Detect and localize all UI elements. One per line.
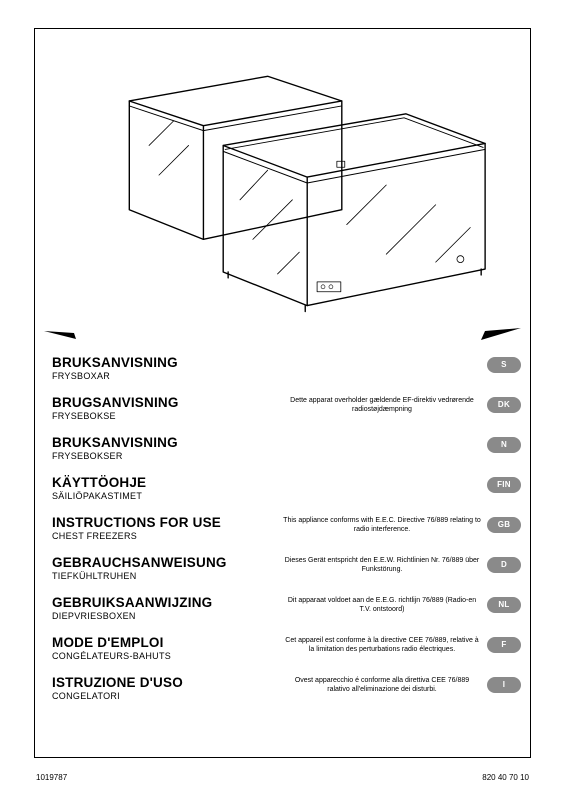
lang-note: Dette apparat overholder gældende EF-dir… [277, 395, 487, 415]
lang-badge: S [487, 357, 521, 373]
lang-row: KÄYTTÖOHJE SÄILIÖPAKASTIMET FIN [52, 475, 521, 501]
lang-title: INSTRUCTIONS FOR USE [52, 515, 277, 530]
lang-row: BRUGSANVISNING FRYSEBOKSE Dette apparat … [52, 395, 521, 421]
lang-subtitle: TIEFKÜHLTRUHEN [52, 571, 277, 581]
freezer-svg [70, 45, 495, 325]
lang-row: ISTRUZIONE D'USO CONGELATORI Ovest appar… [52, 675, 521, 701]
lang-badge: I [487, 677, 521, 693]
lang-note: This appliance conforms with E.E.C. Dire… [277, 515, 487, 535]
lang-title: ISTRUZIONE D'USO [52, 675, 277, 690]
lang-note [277, 475, 487, 477]
lang-left: BRUKSANVISNING FRYSEBOKSER [52, 435, 277, 461]
arrow-right-icon [479, 326, 521, 342]
lang-subtitle: FRYSBOXAR [52, 371, 277, 381]
lang-badge: DK [487, 397, 521, 413]
footer-right-code: 820 40 70 10 [482, 773, 529, 782]
lang-title: KÄYTTÖOHJE [52, 475, 277, 490]
language-list: BRUKSANVISNING FRYSBOXAR S BRUGSANVISNIN… [52, 355, 521, 715]
lang-subtitle: CONGÉLATEURS-BAHUTS [52, 651, 277, 661]
lang-subtitle: CONGELATORI [52, 691, 277, 701]
lang-badge: GB [487, 517, 521, 533]
lang-row: BRUKSANVISNING FRYSEBOKSER N [52, 435, 521, 461]
lang-subtitle: SÄILIÖPAKASTIMET [52, 491, 277, 501]
lang-title: MODE D'EMPLOI [52, 635, 277, 650]
lang-title: GEBRUIKSAANWIJZING [52, 595, 277, 610]
lang-note: Cet appareil est conforme à la directive… [277, 635, 487, 655]
lang-left: BRUKSANVISNING FRYSBOXAR [52, 355, 277, 381]
lang-badge: F [487, 637, 521, 653]
lang-left: KÄYTTÖOHJE SÄILIÖPAKASTIMET [52, 475, 277, 501]
lang-subtitle: FRYSEBOKSER [52, 451, 277, 461]
lang-note [277, 435, 487, 437]
lang-subtitle: CHEST FREEZERS [52, 531, 277, 541]
lang-left: BRUGSANVISNING FRYSEBOKSE [52, 395, 277, 421]
lang-subtitle: DIEPVRIESBOXEN [52, 611, 277, 621]
lang-row: GEBRAUCHSANWEISUNG TIEFKÜHLTRUHEN Dieses… [52, 555, 521, 581]
footer-left-code: 1019787 [36, 773, 67, 782]
lang-row: INSTRUCTIONS FOR USE CHEST FREEZERS This… [52, 515, 521, 541]
lang-subtitle: FRYSEBOKSE [52, 411, 277, 421]
lang-title: BRUKSANVISNING [52, 435, 277, 450]
lang-title: GEBRAUCHSANWEISUNG [52, 555, 277, 570]
lang-note: Ovest apparecchio é conforme alla dirett… [277, 675, 487, 695]
lang-row: MODE D'EMPLOI CONGÉLATEURS-BAHUTS Cet ap… [52, 635, 521, 661]
lang-note: Dieses Gerät entspricht den E.E.W. Richt… [277, 555, 487, 575]
lang-left: INSTRUCTIONS FOR USE CHEST FREEZERS [52, 515, 277, 541]
lang-left: ISTRUZIONE D'USO CONGELATORI [52, 675, 277, 701]
lang-row: BRUKSANVISNING FRYSBOXAR S [52, 355, 521, 381]
lang-left: GEBRAUCHSANWEISUNG TIEFKÜHLTRUHEN [52, 555, 277, 581]
footer: 1019787 820 40 70 10 [36, 773, 529, 782]
lang-badge: N [487, 437, 521, 453]
lang-left: MODE D'EMPLOI CONGÉLATEURS-BAHUTS [52, 635, 277, 661]
lang-title: BRUGSANVISNING [52, 395, 277, 410]
lang-badge: FIN [487, 477, 521, 493]
lang-note [277, 355, 487, 357]
lang-left: GEBRUIKSAANWIJZING DIEPVRIESBOXEN [52, 595, 277, 621]
lang-badge: D [487, 557, 521, 573]
arrow-left-icon [44, 328, 80, 342]
lang-badge: NL [487, 597, 521, 613]
lang-title: BRUKSANVISNING [52, 355, 277, 370]
freezer-illustration [70, 45, 495, 325]
lang-row: GEBRUIKSAANWIJZING DIEPVRIESBOXEN Dit ap… [52, 595, 521, 621]
lang-note: Dit apparaat voldoet aan de E.E.G. richt… [277, 595, 487, 615]
